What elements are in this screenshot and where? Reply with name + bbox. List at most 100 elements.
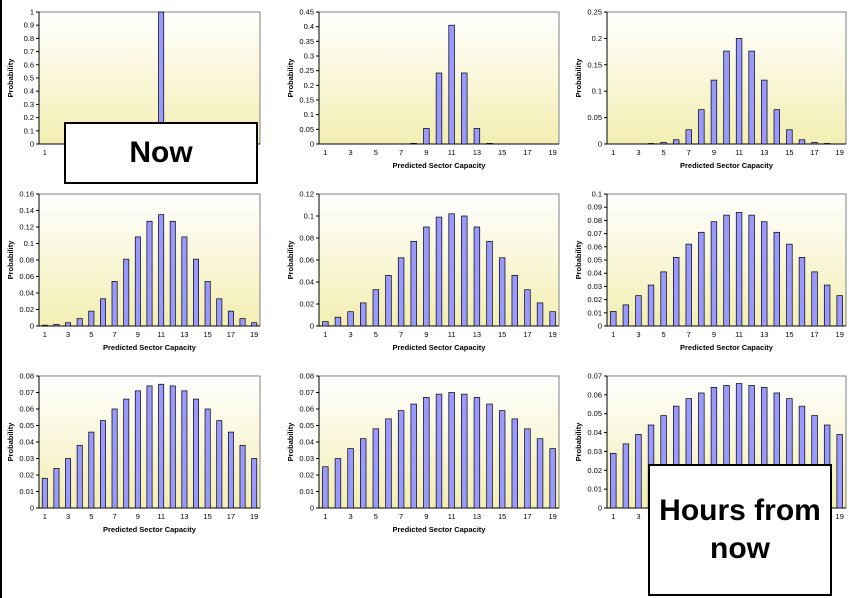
y-tick-label: 0.1 — [24, 126, 34, 135]
bar — [448, 213, 455, 327]
x-tick-label: 7 — [687, 330, 691, 339]
bar — [836, 434, 843, 509]
chart-3: 00.050.10.150.20.251 3 5 7 9 11 13 15 17 19Predic… — [574, 8, 847, 170]
x-tick-label: 19 — [250, 512, 258, 521]
y-tick-label: 0 — [30, 504, 34, 513]
bar — [524, 289, 531, 327]
bar — [111, 281, 118, 327]
bar — [41, 324, 48, 327]
y-tick-label: 0.06 — [19, 405, 34, 414]
y-tick-label: 0.45 — [299, 8, 314, 17]
y-tick-label: 0.12 — [19, 223, 34, 232]
y-tick-label: 0.03 — [19, 454, 34, 463]
bar — [486, 240, 493, 327]
bar — [360, 302, 367, 327]
bar — [53, 324, 60, 327]
x-tick-label: 19 — [836, 512, 844, 521]
x-tick-label: 9 — [424, 512, 428, 521]
y-tick-label: 0.6 — [24, 60, 34, 69]
x-tick-label: 19 — [549, 330, 557, 339]
bar — [536, 438, 544, 509]
x-tick-label: 17 — [810, 148, 818, 157]
bar — [65, 458, 72, 509]
y-axis-label: Probability — [286, 422, 295, 462]
bar — [685, 129, 692, 145]
y-tick-label: 0.2 — [24, 113, 34, 122]
x-axis-label: Predicted Sector Capacity — [680, 343, 774, 352]
y-tick-label: 0.01 — [19, 487, 34, 496]
x-tick-label: 11 — [448, 330, 456, 339]
x-tick-label: 1 — [43, 512, 47, 521]
y-tick-label: 0.03 — [587, 447, 602, 456]
x-tick-label: 1 — [611, 148, 615, 157]
y-tick-label: 0.01 — [587, 485, 602, 494]
bar — [123, 258, 130, 327]
x-axis-label: Predicted Sector Capacity — [393, 525, 487, 534]
y-tick-label: 0.05 — [587, 113, 602, 122]
y-tick-label: 0.15 — [299, 96, 314, 105]
chart-4: 00.020.040.060.080.10.120.140.161 3 5 7 9 11 1… — [6, 190, 261, 352]
bar — [322, 321, 329, 327]
x-tick-label: 7 — [399, 330, 403, 339]
x-axis-label: Predicted Sector Capacity — [103, 343, 197, 352]
bar — [549, 448, 556, 509]
bar — [461, 215, 468, 327]
bar — [735, 212, 743, 327]
x-tick-label: 19 — [549, 148, 557, 157]
y-tick-label: 0.04 — [587, 428, 602, 437]
bar — [134, 236, 141, 327]
y-tick-label: 0.07 — [587, 372, 602, 381]
y-tick-label: 0.07 — [299, 388, 314, 397]
x-tick-label: 5 — [662, 330, 666, 339]
y-tick-label: 0.14 — [19, 206, 34, 215]
x-tick-label: 7 — [399, 148, 403, 157]
bar — [410, 143, 417, 145]
y-tick-label: 0.1 — [304, 110, 314, 119]
y-tick-label: 0 — [310, 504, 314, 513]
y-tick-label: 0.06 — [299, 405, 314, 414]
bar — [622, 443, 630, 509]
x-tick-label: 11 — [157, 330, 165, 339]
bar — [397, 410, 405, 509]
bar — [773, 109, 780, 145]
y-tick-label: 0.3 — [24, 100, 34, 109]
x-tick-label: 11 — [448, 512, 456, 521]
x-tick-label: 5 — [662, 148, 666, 157]
x-tick-label: 3 — [636, 512, 640, 521]
y-tick-label: 0.15 — [587, 60, 602, 69]
bar — [486, 143, 493, 145]
bar — [798, 257, 806, 327]
y-tick-label: 0.04 — [299, 278, 314, 287]
y-axis-label: Probability — [6, 240, 15, 280]
bar — [473, 128, 481, 145]
bar — [811, 142, 818, 145]
bar — [435, 216, 443, 327]
x-tick-label: 5 — [374, 512, 378, 521]
bar — [158, 383, 165, 509]
bar — [322, 466, 329, 509]
bar — [169, 385, 176, 509]
y-tick-label: 0.5 — [24, 74, 34, 83]
x-tick-label: 3 — [636, 148, 640, 157]
bar — [216, 298, 223, 327]
y-tick-label: 0.7 — [24, 47, 34, 56]
y-tick-label: 0.08 — [19, 372, 34, 381]
x-tick-label: 17 — [810, 330, 818, 339]
x-tick-label: 7 — [399, 512, 403, 521]
x-tick-label: 1 — [323, 512, 327, 521]
bar — [204, 408, 211, 509]
y-tick-label: 0.06 — [587, 242, 602, 251]
bar — [786, 243, 793, 327]
x-tick-label: 15 — [203, 330, 211, 339]
bar — [53, 468, 60, 509]
bar — [549, 311, 556, 327]
x-tick-label: 9 — [136, 330, 140, 339]
bar — [635, 434, 642, 509]
bar — [610, 452, 617, 509]
x-tick-label: 15 — [785, 148, 793, 157]
x-axis-label: Predicted Sector Capacity — [393, 343, 487, 352]
y-tick-label: 0.8 — [24, 34, 34, 43]
bar — [146, 385, 153, 509]
bar — [41, 477, 48, 509]
bar — [251, 458, 258, 509]
